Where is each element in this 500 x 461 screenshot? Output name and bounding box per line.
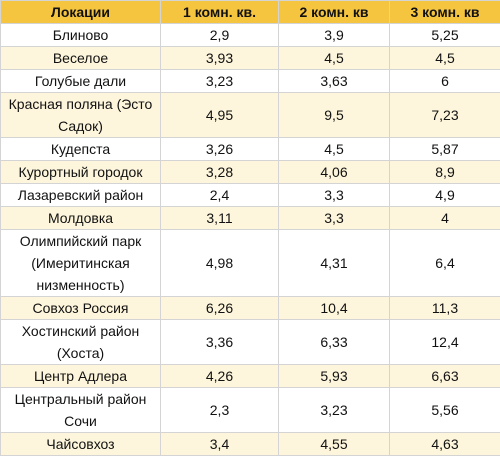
price-3-room-cell: 5,87	[389, 137, 500, 161]
header-3-room: 3 комн. кв	[389, 0, 500, 24]
price-1-room-cell: 3,11	[160, 206, 279, 230]
location-cell: Голубые дали	[0, 69, 161, 93]
location-cell: Красная поляна (Эсто Садок)	[0, 92, 161, 138]
table-row: Курортный городок 3,28 4,06 8,9	[0, 160, 500, 184]
price-3-room-cell: 7,23	[389, 92, 500, 138]
price-1-room-cell: 3,93	[160, 46, 279, 70]
price-3-room-cell: 6,4	[389, 229, 500, 297]
table-row: Чайсовхоз 3,4 4,55 4,63	[0, 432, 500, 456]
table-row: Блиново 2,9 3,9 5,25	[0, 23, 500, 47]
price-1-room-cell: 3,26	[160, 137, 279, 161]
price-1-room-cell: 3,28	[160, 160, 279, 184]
price-3-room-cell: 4	[389, 206, 500, 230]
table-row: Олимпийский парк (Имеритинская низменнос…	[0, 229, 500, 297]
header-2-room: 2 комн. кв	[278, 0, 390, 24]
table-row: Хостинский район (Хоста) 3,36 6,33 12,4	[0, 319, 500, 365]
price-1-room-cell: 3,23	[160, 69, 279, 93]
location-cell: Кудепста	[0, 137, 161, 161]
price-3-room-cell: 5,56	[389, 387, 500, 433]
header-row: Локации 1 комн. кв. 2 комн. кв 3 комн. к…	[0, 0, 500, 24]
price-3-room-cell: 5,25	[389, 23, 500, 47]
price-2-room-cell: 4,5	[278, 46, 390, 70]
header-1-room: 1 комн. кв.	[160, 0, 279, 24]
price-1-room-cell: 6,26	[160, 296, 279, 320]
location-cell: Хостинский район (Хоста)	[0, 319, 161, 365]
price-2-room-cell: 9,5	[278, 92, 390, 138]
table-row: Совхоз Россия 6,26 10,4 11,3	[0, 296, 500, 320]
price-1-room-cell: 4,26	[160, 364, 279, 388]
price-2-room-cell: 5,93	[278, 364, 390, 388]
price-3-room-cell: 6,63	[389, 364, 500, 388]
price-3-room-cell: 8,9	[389, 160, 500, 184]
location-cell: Молдовка	[0, 206, 161, 230]
table-row: Центральный район Сочи 2,3 3,23 5,56	[0, 387, 500, 433]
location-cell: Курортный городок	[0, 160, 161, 184]
price-1-room-cell: 2,3	[160, 387, 279, 433]
price-3-room-cell: 11,3	[389, 296, 500, 320]
table-row: Лазаревский район 2,4 3,3 4,9	[0, 183, 500, 207]
price-1-room-cell: 3,4	[160, 432, 279, 456]
location-cell: Чайсовхоз	[0, 432, 161, 456]
price-2-room-cell: 4,5	[278, 137, 390, 161]
price-2-room-cell: 3,3	[278, 206, 390, 230]
price-1-room-cell: 3,36	[160, 319, 279, 365]
location-cell: Центр Адлера	[0, 364, 161, 388]
price-3-room-cell: 4,5	[389, 46, 500, 70]
price-3-room-cell: 6	[389, 69, 500, 93]
table-row: Кудепста 3,26 4,5 5,87	[0, 137, 500, 161]
location-cell: Олимпийский парк (Имеритинская низменнос…	[0, 229, 161, 297]
table-row: Голубые дали 3,23 3,63 6	[0, 69, 500, 93]
price-3-room-cell: 12,4	[389, 319, 500, 365]
price-1-room-cell: 4,98	[160, 229, 279, 297]
price-2-room-cell: 6,33	[278, 319, 390, 365]
price-2-room-cell: 3,3	[278, 183, 390, 207]
table-row: Центр Адлера 4,26 5,93 6,63	[0, 364, 500, 388]
price-1-room-cell: 2,9	[160, 23, 279, 47]
header-location: Локации	[0, 0, 161, 24]
price-3-room-cell: 4,63	[389, 432, 500, 456]
price-2-room-cell: 4,31	[278, 229, 390, 297]
location-cell: Лазаревский район	[0, 183, 161, 207]
table-row: Красная поляна (Эсто Садок) 4,95 9,5 7,2…	[0, 92, 500, 138]
price-1-room-cell: 2,4	[160, 183, 279, 207]
price-2-room-cell: 3,63	[278, 69, 390, 93]
price-2-room-cell: 3,23	[278, 387, 390, 433]
table-row: Веселое 3,93 4,5 4,5	[0, 46, 500, 70]
price-3-room-cell: 4,9	[389, 183, 500, 207]
location-cell: Центральный район Сочи	[0, 387, 161, 433]
price-1-room-cell: 4,95	[160, 92, 279, 138]
price-2-room-cell: 4,55	[278, 432, 390, 456]
price-2-room-cell: 10,4	[278, 296, 390, 320]
price-2-room-cell: 3,9	[278, 23, 390, 47]
location-cell: Блиново	[0, 23, 161, 47]
location-cell: Совхоз Россия	[0, 296, 161, 320]
table-row: Молдовка 3,11 3,3 4	[0, 206, 500, 230]
price-2-room-cell: 4,06	[278, 160, 390, 184]
location-cell: Веселое	[0, 46, 161, 70]
